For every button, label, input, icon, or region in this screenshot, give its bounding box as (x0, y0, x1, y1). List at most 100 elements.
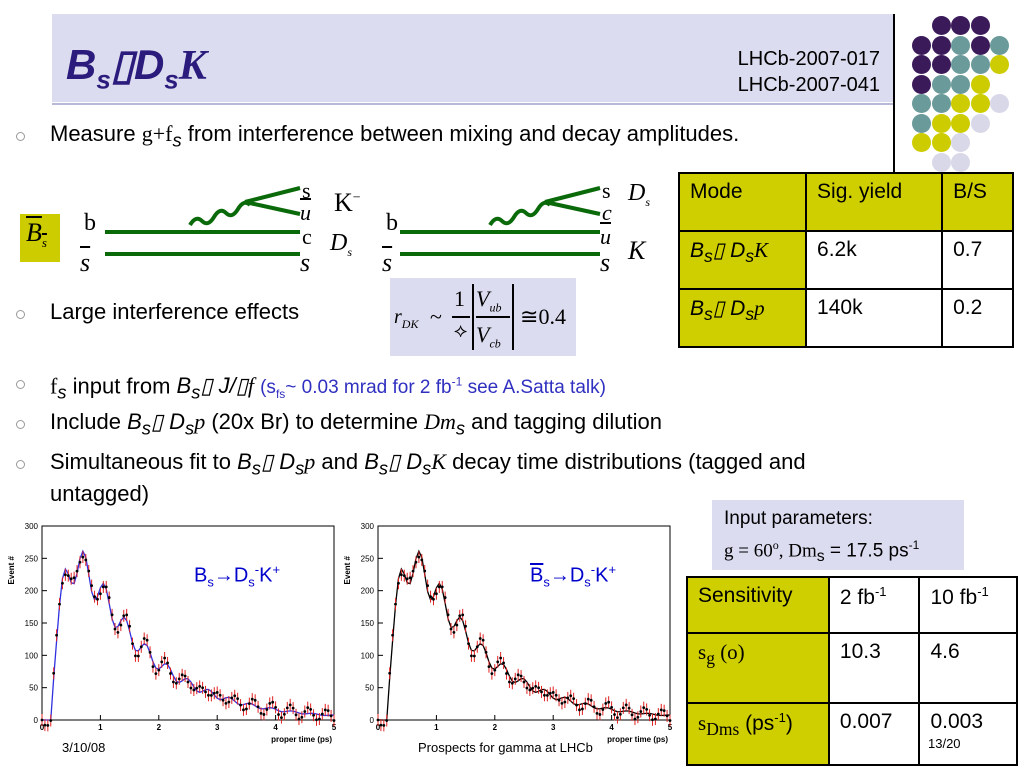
right-s-quark-2: s (600, 248, 611, 277)
data-point (645, 708, 649, 711)
data-point (329, 714, 333, 718)
data-point (604, 702, 608, 705)
data-point (221, 698, 225, 702)
data-point (572, 697, 576, 701)
data-point (309, 708, 313, 711)
data-point (300, 715, 304, 719)
data-point (84, 558, 88, 562)
data-point (78, 560, 82, 564)
data-point (534, 684, 538, 688)
right-ubar-quark: u (600, 224, 611, 249)
x-axis-label: proper time (ps) (271, 735, 332, 744)
table-row: sDms (ps-1) 0.007 0.003 (686, 702, 1018, 766)
decorative-dot (931, 74, 951, 94)
data-point (429, 595, 432, 599)
data-point (411, 569, 415, 573)
data-point (481, 638, 485, 642)
x-tick-label: 5 (668, 723, 673, 732)
col-header-2fb: 2 fb-1 (827, 576, 921, 634)
data-point (575, 703, 578, 707)
data-point (145, 638, 149, 642)
vcb: Vcb (476, 322, 501, 351)
decorative-dot (970, 35, 990, 55)
fraction-bar-2 (476, 316, 510, 318)
y-tick-label: 300 (361, 522, 375, 531)
data-point (136, 654, 140, 658)
decorative-dot (951, 94, 970, 113)
data-point (487, 665, 491, 669)
data-point (592, 705, 596, 709)
decorative-dot (951, 74, 970, 94)
data-point (543, 693, 546, 697)
bullet-fs-input: fs input from Bs▯ J/▯f (sfs~ 0.03 mrad f… (50, 373, 606, 403)
data-point (651, 718, 654, 722)
data-point (397, 581, 400, 585)
data-point (46, 723, 50, 727)
data-point (157, 668, 161, 672)
data-point (72, 576, 76, 580)
data-point (63, 573, 67, 577)
data-point (385, 719, 389, 722)
decorative-dot (951, 133, 970, 152)
data-point (43, 723, 47, 727)
data-point (578, 708, 581, 712)
y-axis-label: Event # (343, 555, 352, 584)
data-point (408, 576, 412, 580)
data-point (242, 708, 245, 712)
y-tick-label: 150 (361, 619, 375, 628)
x-tick-label: 3 (215, 723, 220, 732)
data-point (437, 585, 441, 589)
bullet-marker (16, 380, 25, 389)
data-point (189, 686, 193, 690)
data-point (423, 569, 427, 573)
data-point (128, 624, 131, 628)
data-point (455, 623, 459, 627)
y-tick-label: 250 (361, 554, 375, 563)
data-point (253, 698, 257, 702)
left-s-quark-2: s (300, 248, 311, 277)
y-axis-label: Event # (7, 555, 16, 584)
fs-note: (sfs~ 0.03 mrad for 2 fb-1 see A.Satta t… (260, 375, 606, 402)
data-point (402, 574, 406, 578)
data-point (545, 694, 549, 697)
data-point (627, 706, 631, 710)
data-point (195, 686, 199, 690)
bullet-interference: Large interference effects (50, 299, 300, 324)
data-point (271, 700, 275, 704)
decorative-dot (990, 55, 1009, 74)
data-point (306, 706, 310, 710)
data-point (183, 674, 187, 678)
bullet-marker (16, 132, 25, 141)
y-tick-label: 0 (370, 716, 375, 725)
data-point (388, 671, 392, 675)
y-tick-label: 50 (365, 684, 374, 693)
data-point (236, 697, 240, 701)
table-row: Bs▯ Dsp 140k 0.2 (677, 288, 1014, 348)
data-point (621, 706, 625, 710)
data-point (420, 558, 424, 562)
data-point (668, 719, 672, 722)
data-point (61, 581, 64, 585)
data-point (312, 713, 315, 717)
data-point (452, 630, 456, 634)
data-point (598, 713, 602, 716)
data-point (274, 705, 277, 709)
left-ds: Ds (330, 230, 353, 259)
data-point (417, 555, 421, 559)
data-point (104, 585, 108, 589)
table-row: Bs▯ DsK 6.2k 0.7 (677, 230, 1014, 290)
data-point (557, 698, 561, 702)
data-point (616, 716, 619, 720)
left-s-quark: s (302, 178, 311, 203)
data-point (656, 712, 660, 716)
y-tick-label: 250 (25, 554, 39, 563)
data-point (172, 680, 175, 684)
data-point (613, 713, 616, 716)
data-point (93, 595, 96, 599)
data-point (119, 623, 123, 627)
data-point (548, 691, 552, 695)
data-point (207, 693, 210, 697)
row-label-dms: sDms (ps-1) (686, 702, 830, 766)
x-tick-label: 3 (551, 723, 556, 732)
data-point (607, 700, 611, 704)
